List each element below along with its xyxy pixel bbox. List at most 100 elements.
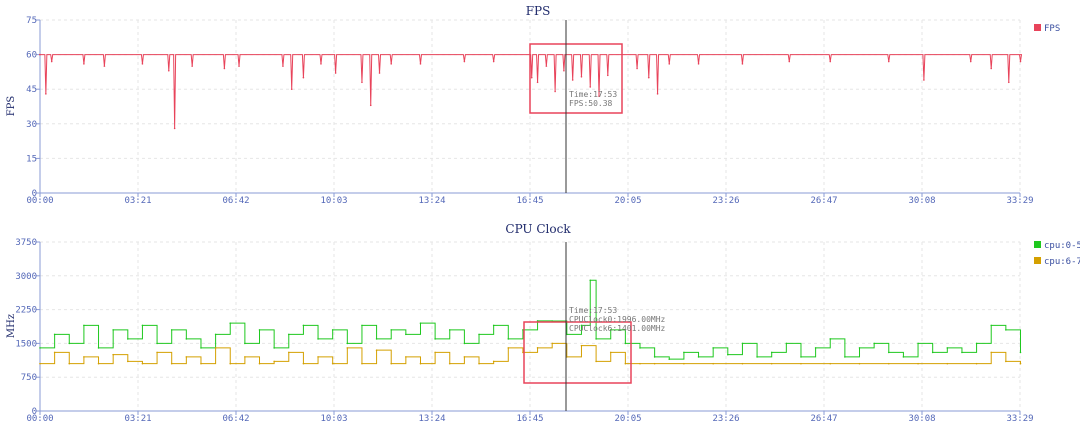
- fps-series-0-point: [419, 63, 422, 65]
- fps-series-0-point: [829, 60, 832, 63]
- cpu-series-1-point: [975, 362, 978, 365]
- cpu-series-1-point: [580, 344, 583, 347]
- cpu-series-0-point: [800, 356, 802, 358]
- cpu-series-1-point: [741, 362, 744, 365]
- cpu-series-0-point: [361, 324, 363, 327]
- fps-chart-title: FPS: [526, 4, 551, 18]
- cpu-series-1-point: [800, 362, 802, 365]
- fps-x-axis-ticks: 00:00 03:21 06:42 10:03 13:24 16:45 20:05 23:26…: [26, 193, 1034, 206]
- cpu-series-0-point: [580, 324, 583, 327]
- fps-series-0-point: [463, 60, 466, 63]
- cpu-series-0-point: [244, 342, 246, 345]
- cpu-series-1-point: [653, 362, 656, 365]
- cpu-series-1-point: [53, 351, 56, 354]
- fps-tooltip-time: Time:17:53: [569, 90, 617, 99]
- cpu-xtick-label: 13:24: [418, 414, 445, 424]
- cpu-series-1-point: [273, 360, 275, 363]
- cpu-xtick-label: 30:08: [908, 414, 935, 424]
- fps-ytick-label: 75: [26, 16, 37, 26]
- cpu-xtick-label: 26:47: [810, 414, 837, 424]
- cpu-series-0-point: [434, 338, 436, 340]
- cpu-gridlines: [40, 241, 1021, 411]
- fps-series-0-point: [580, 75, 583, 78]
- fps-series-0-point: [571, 79, 574, 81]
- cpu-series-1-point: [170, 362, 173, 365]
- fps-series-0-point: [788, 60, 791, 63]
- cpu-series-1-point: [112, 353, 114, 356]
- cpu-series-1-point: [624, 362, 627, 365]
- cpu-y-axis-label: MHz: [6, 314, 17, 338]
- cpu-series-0-point: [814, 347, 817, 349]
- cpu-series-1-point: [858, 362, 861, 365]
- cpu-series-0-point: [287, 333, 290, 336]
- cpu-xtick-label: 10:03: [320, 414, 347, 424]
- cpu-tooltip-cpu6: CPUClock6:1401.00MHz: [569, 324, 666, 333]
- cpu-series-1-point: [990, 351, 993, 354]
- fps-chart: FPS 0 15 30 45 60 75 00:00 03:21 06:42 10:03 13:2…: [6, 4, 1060, 206]
- fps-series-0-point: [741, 63, 744, 65]
- fps-series-0-point: [141, 63, 144, 65]
- cpu-series-1-point: [434, 351, 436, 354]
- cpu-series-0-point: [858, 347, 861, 349]
- cpu-series-1-point: [478, 362, 480, 365]
- fps-legend[interactable]: FPS: [1034, 24, 1060, 34]
- cpu-series-0-point: [478, 333, 480, 336]
- fps-series-0-point: [238, 65, 240, 67]
- cpu-series-0-point: [595, 338, 597, 340]
- cpu-series-1-point: [229, 362, 232, 365]
- fps-series-0-point: [554, 90, 556, 93]
- cpu-xtick-label: 33:29: [1006, 414, 1033, 424]
- fps-series-0-point: [103, 65, 106, 67]
- fps-y-axis-ticks: 0 15 30 45 60 75: [26, 16, 40, 199]
- cpu-series-1-point: [448, 362, 451, 365]
- fps-series-0-point: [369, 104, 372, 107]
- cpu-series-1-point: [507, 347, 510, 349]
- cpu-series-0-point: [946, 347, 949, 349]
- cpu-xtick-label: 03:21: [124, 414, 151, 424]
- fps-series-0-point: [563, 69, 565, 72]
- fps-xtick-label: 33:29: [1006, 196, 1033, 206]
- cpu-series-1-point: [551, 342, 553, 345]
- cpu-series-0-point: [697, 356, 700, 358]
- cpu-series-1-point: [595, 360, 597, 363]
- cpu-series-0-point: [170, 329, 173, 331]
- cpu-ytick-label: 1500: [15, 339, 37, 349]
- cpu-series-1-point: [405, 356, 407, 358]
- cpu-legend-swatch-1: [1034, 257, 1041, 264]
- fps-xtick-label: 10:03: [320, 196, 347, 206]
- cpu-series-0-point: [258, 329, 261, 331]
- cpu-legend-item-1[interactable]: cpu:6-7: [1034, 257, 1080, 267]
- cpu-series-0-point: [68, 342, 71, 345]
- cpu-legend-item-0[interactable]: cpu:0-5: [1034, 241, 1080, 251]
- fps-series-0-point: [598, 95, 600, 97]
- cpu-series-0-point: [668, 358, 671, 360]
- cpu-series-1-point: [463, 356, 466, 358]
- fps-series-0-point: [45, 93, 47, 95]
- cpu-legend-label-1: cpu:6-7: [1044, 257, 1080, 267]
- cpu-series-1-point: [68, 362, 71, 365]
- cpu-series-1-point: [317, 356, 319, 358]
- fps-series-0-point: [320, 63, 322, 65]
- cpu-series-1-point: [609, 351, 612, 354]
- cpu-chart-title: CPU Clock: [505, 222, 571, 236]
- fps-series-0-point: [887, 60, 890, 63]
- cpu-series-1-point: [39, 362, 41, 365]
- cpu-series-0-point: [141, 324, 144, 327]
- cpu-legend-label-0: cpu:0-5: [1044, 241, 1080, 251]
- cpu-series-1-point: [185, 356, 188, 358]
- fps-ytick-label: 15: [26, 154, 37, 164]
- fps-series-0-point: [39, 53, 41, 56]
- cpu-series-0-point: [214, 333, 217, 336]
- cpu-series-0-point: [390, 329, 393, 331]
- cpu-ytick-label: 0: [32, 407, 37, 417]
- cpu-series-0-point: [1005, 329, 1007, 331]
- fps-ytick-label: 45: [26, 85, 37, 95]
- cpu-xtick-label: 20:05: [614, 414, 641, 424]
- cpu-series: [39, 279, 1022, 365]
- cpu-xtick-label: 16:45: [516, 414, 543, 424]
- fps-highlight-box: [529, 43, 623, 114]
- fps-legend-label: FPS: [1044, 24, 1060, 34]
- cpu-tooltip-time: Time:17:53: [569, 306, 617, 315]
- cpu-series-0-point: [273, 347, 275, 349]
- cpu-series-line-0: [40, 279, 1021, 360]
